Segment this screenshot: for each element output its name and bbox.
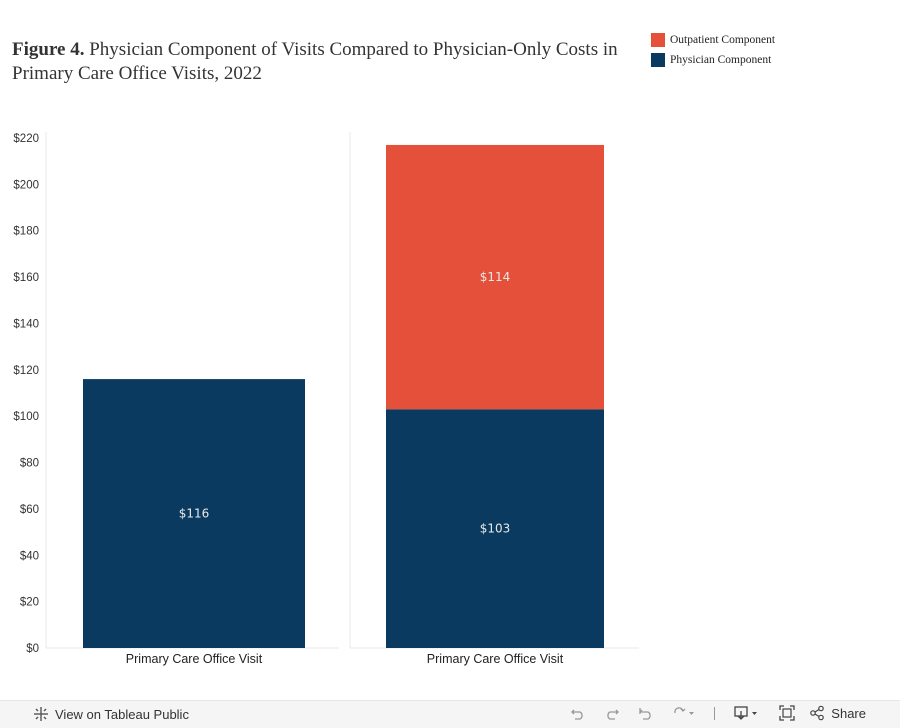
figure-caption: Physician Component of Visits Compared t… (12, 39, 618, 84)
x-category-label: Primary Care Office Visit (427, 652, 564, 666)
y-tick-label: $60 (20, 504, 39, 516)
y-tick-label: $20 (20, 597, 39, 609)
bar-outpatient-component (386, 144, 604, 410)
view-on-tableau-button[interactable]: View on Tableau Public (33, 706, 189, 722)
y-tick-label: $100 (13, 411, 39, 423)
toolbar-separator (714, 706, 716, 720)
y-tick-label: $120 (13, 365, 39, 377)
legend-item-outpatient[interactable]: Outpatient Component (651, 30, 775, 50)
redo-icon[interactable] (604, 705, 620, 721)
bar-physician-component (386, 409, 604, 648)
share-label: Share (831, 705, 866, 721)
legend-label-outpatient: Outpatient Component (670, 34, 776, 46)
bar-physician-component (83, 379, 305, 648)
legend-item-physician[interactable]: Physician Component (651, 50, 775, 70)
fullscreen-icon[interactable] (779, 705, 795, 721)
view-on-tableau-label: View on Tableau Public (55, 706, 189, 722)
legend: Outpatient Component Physician Component (651, 30, 775, 70)
data-label: $114 (480, 270, 511, 284)
y-tick-label: $40 (20, 550, 39, 562)
figure-number: Figure 4. (12, 39, 85, 60)
tableau-logo-icon (33, 706, 49, 722)
tableau-toolbar: View on Tableau Public Share (0, 700, 900, 728)
data-label: $116 (179, 507, 210, 521)
y-tick-label: $160 (13, 272, 39, 284)
legend-label-physician: Physician Component (670, 54, 772, 66)
y-tick-label: $0 (26, 643, 39, 655)
bar-chart: $0 $20 $40 $60 $80 $100 $120 $140 $160 $180 $200 $2… (13, 132, 639, 666)
y-tick-label: $80 (20, 458, 39, 470)
share-button[interactable]: Share (809, 705, 866, 721)
legend-swatch-outpatient (651, 33, 665, 47)
share-icon (809, 705, 825, 721)
undo-icon[interactable] (570, 705, 586, 721)
x-category-label: Primary Care Office Visit (126, 652, 263, 666)
y-tick-label: $180 (13, 226, 39, 238)
refresh-icon[interactable] (672, 705, 696, 721)
y-tick-label: $200 (13, 179, 39, 191)
data-label: $103 (480, 522, 511, 536)
chart-title: Figure 4. Physician Component of Visits … (12, 38, 642, 86)
y-tick-label: $140 (13, 318, 39, 330)
y-tick-label: $220 (13, 133, 39, 145)
revert-icon[interactable] (638, 705, 654, 721)
legend-swatch-physician (651, 53, 665, 67)
download-icon[interactable] (733, 705, 761, 721)
